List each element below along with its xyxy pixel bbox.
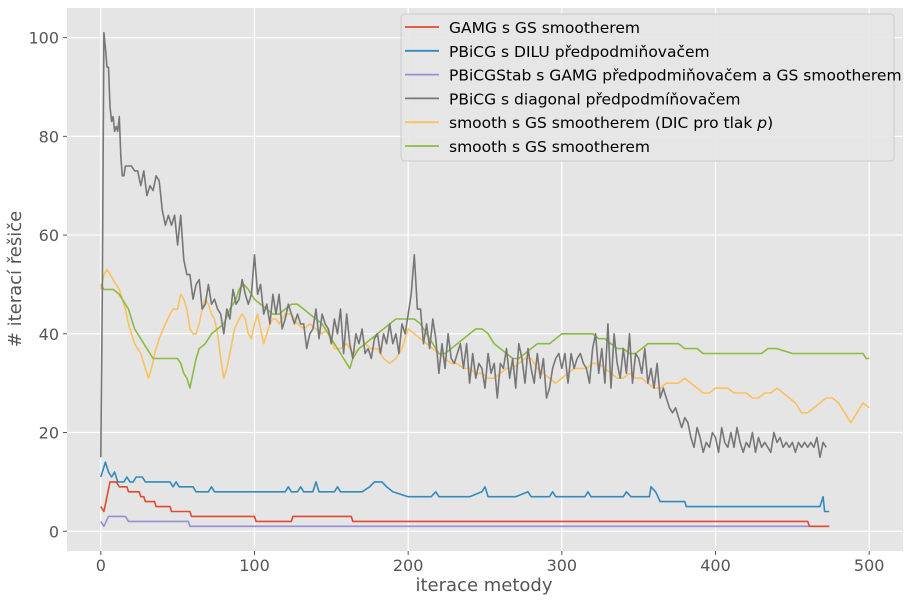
x-axis-label: iterace metody — [415, 575, 552, 596]
y-tick-label: 80 — [39, 127, 59, 146]
y-tick-label: 100 — [28, 29, 59, 48]
series-line-6 — [100, 283, 870, 389]
x-tick-label: 0 — [96, 556, 106, 575]
y-tick-label: 40 — [39, 325, 59, 344]
x-tick-label: 300 — [547, 556, 578, 575]
series-line-3 — [100, 515, 830, 528]
series-line-1 — [100, 481, 830, 528]
legend-label: GAMG s GS smootherem — [449, 19, 640, 37]
legend: GAMG s GS smootherem PBiCG s DILU předpod… — [400, 13, 902, 162]
legend-box — [400, 13, 895, 162]
series-lines — [100, 31, 870, 528]
y-tick-label: 20 — [39, 424, 59, 443]
legend-label: smooth s GS smootherem — [449, 138, 650, 156]
y-tick-label: 60 — [39, 226, 59, 245]
legend-label: smooth s GS smootherem (DIC pro tlak p) — [449, 114, 773, 132]
legend-label: PBiCG s diagonal předpodmíňovačem — [449, 90, 741, 108]
x-tick-label: 100 — [239, 556, 270, 575]
x-tick-label: 400 — [700, 556, 731, 575]
y-axis-label: # iterací řešiče — [5, 211, 26, 347]
legend-label: PBiCGStab s GAMG předpodmiňovačem a GS s… — [449, 67, 902, 85]
x-tick-label: 200 — [393, 556, 424, 575]
y-tick-label: 0 — [49, 522, 59, 541]
series-line-2 — [100, 461, 830, 513]
series-line-5 — [100, 268, 870, 424]
series-line-4 — [100, 31, 827, 458]
x-tick-label: 500 — [854, 556, 885, 575]
legend-label: PBiCG s DILU předpodmiňovačem — [449, 43, 710, 61]
axis-ticks: 0 100 200 300 400 500 0 20 40 60 80 100 — [28, 29, 884, 575]
